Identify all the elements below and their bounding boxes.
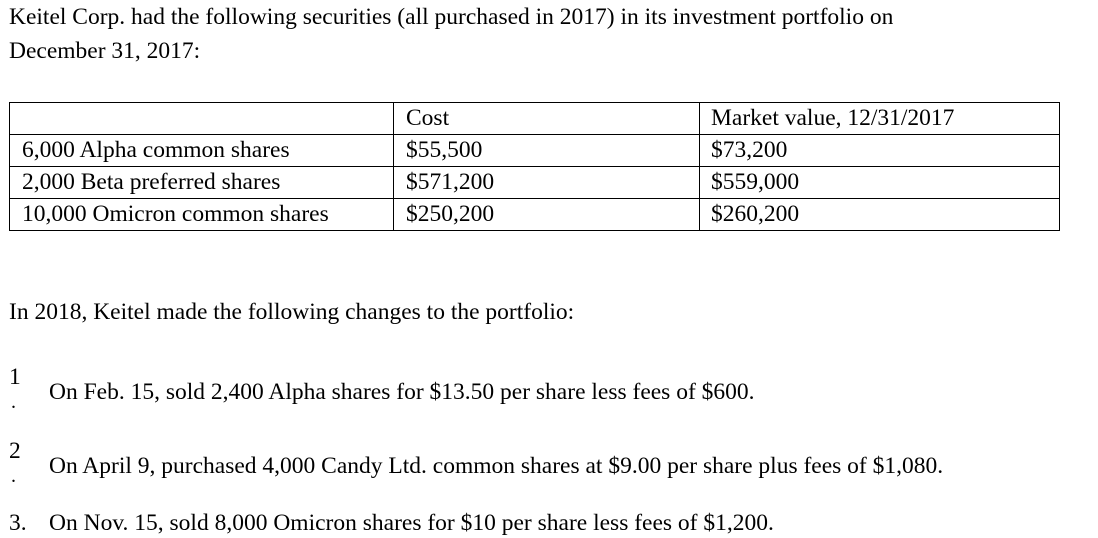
table-row: 6,000 Alpha common shares $55,500 $73,20… xyxy=(9,134,1060,167)
list-number-digit: 1 xyxy=(9,364,21,390)
list-number: 1 . xyxy=(9,364,29,413)
table-header-row: Cost Market value, 12/31/2017 xyxy=(9,102,1060,135)
table-header-cell: Market value, 12/31/2017 xyxy=(699,102,1060,135)
table-cell: $73,200 xyxy=(699,134,1060,167)
list-number: 3. xyxy=(9,510,27,536)
table-row: 2,000 Beta preferred shares $571,200 $55… xyxy=(9,166,1060,199)
portfolio-table: Cost Market value, 12/31/2017 6,000 Alph… xyxy=(9,102,1060,231)
list-item: On Nov. 15, sold 8,000 Omicron shares fo… xyxy=(49,510,774,536)
table-cell: $55,500 xyxy=(393,134,700,167)
list-number-dot: . xyxy=(11,465,16,487)
table-cell: 2,000 Beta preferred shares xyxy=(9,166,394,199)
intro-line-2: December 31, 2017: xyxy=(9,38,201,64)
intro-line-1: Keitel Corp. had the following securitie… xyxy=(9,4,894,30)
table-row: 10,000 Omicron common shares $250,200 $2… xyxy=(9,198,1060,231)
table-header-cell: Cost xyxy=(393,102,700,135)
table-cell: $571,200 xyxy=(393,166,700,199)
list-number-digit: 2 xyxy=(9,438,21,464)
table-cell: $250,200 xyxy=(393,198,700,231)
table-cell: 6,000 Alpha common shares xyxy=(9,134,394,167)
changes-intro: In 2018, Keitel made the following chang… xyxy=(9,299,575,325)
table-header-cell xyxy=(9,102,394,135)
list-number: 2 . xyxy=(9,438,29,487)
list-item: On April 9, purchased 4,000 Candy Ltd. c… xyxy=(49,453,944,479)
table-cell: $260,200 xyxy=(699,198,1060,231)
table-cell: 10,000 Omicron common shares xyxy=(9,198,394,231)
intro-paragraph: Keitel Corp. had the following securitie… xyxy=(9,0,1079,68)
list-item: On Feb. 15, sold 2,400 Alpha shares for … xyxy=(49,379,755,405)
table-cell: $559,000 xyxy=(699,166,1060,199)
list-number-dot: . xyxy=(11,391,16,413)
